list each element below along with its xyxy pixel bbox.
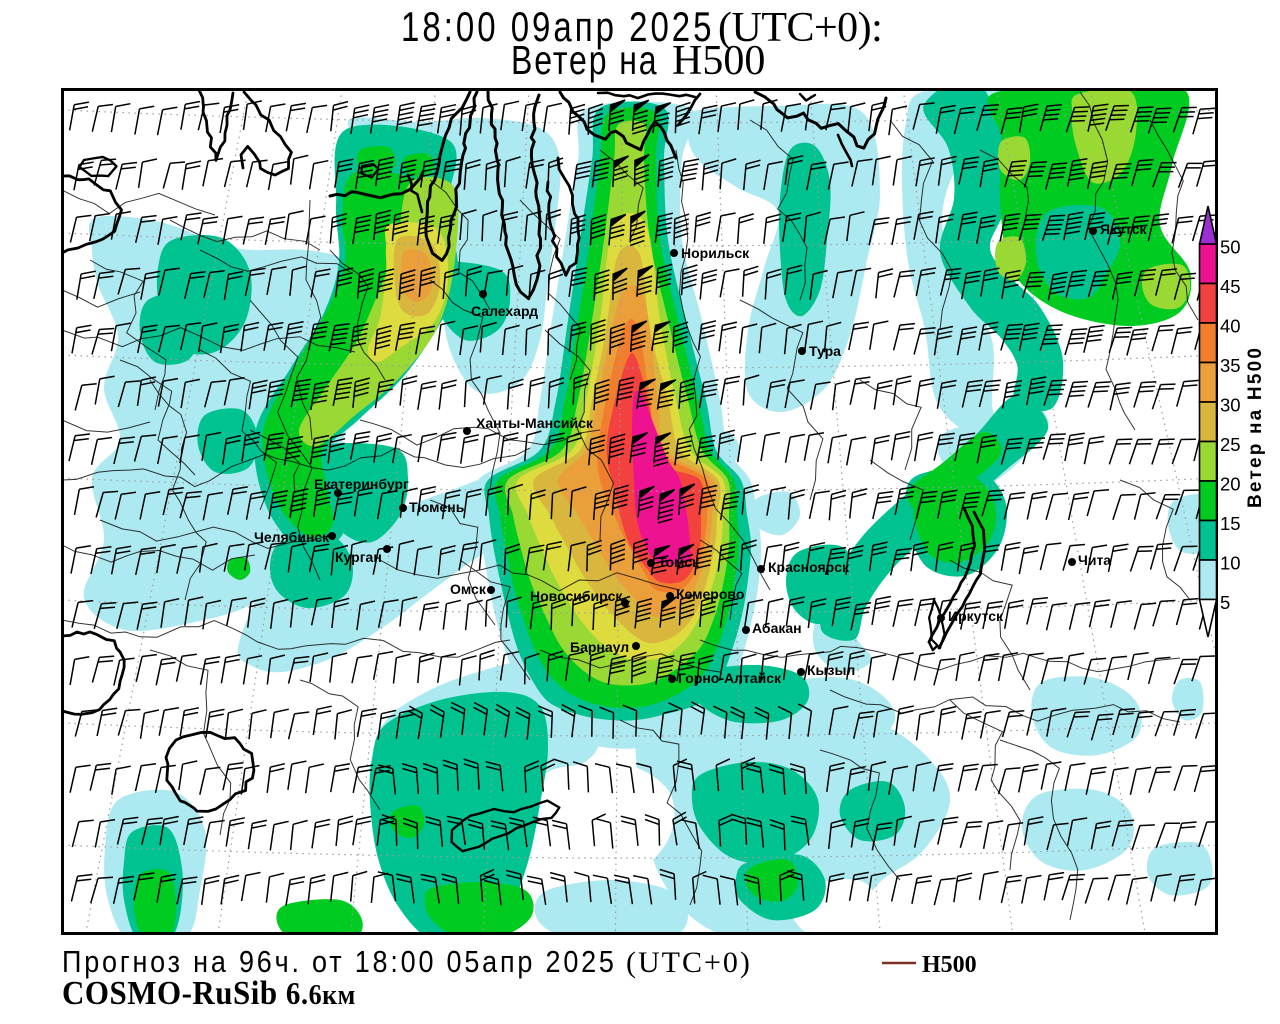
svg-text:Екатеринбург: Екатеринбург [314,476,409,492]
svg-text:(UTC+0): (UTC+0) [626,946,752,979]
svg-text:25: 25 [1220,434,1241,455]
svg-text:45: 45 [1220,276,1241,297]
svg-text:Тура: Тура [809,343,841,359]
svg-text:(UTC+0):: (UTC+0): [718,5,882,51]
svg-text:Якутск: Якутск [1100,221,1147,237]
svg-text:Омск: Омск [450,581,487,597]
svg-text:Новосибирск: Новосибирск [530,588,623,604]
svg-text:18:00 09апр 2025: 18:00 09апр 2025 [401,3,715,50]
svg-text:Горно-Алтайск: Горно-Алтайск [678,670,782,686]
svg-text:Ханты-Мансийск: Ханты-Мансийск [476,415,594,431]
svg-text:Томск: Томск [658,554,700,570]
svg-text:15: 15 [1220,513,1241,534]
svg-text:Красноярск: Красноярск [768,559,850,575]
svg-text:Норильск: Норильск [681,245,750,261]
svg-text:50: 50 [1220,237,1241,258]
svg-text:5: 5 [1220,592,1230,613]
svg-text:10: 10 [1220,553,1241,574]
svg-text:35: 35 [1220,355,1241,376]
svg-text:40: 40 [1220,316,1241,337]
svg-text:H500: H500 [672,38,765,84]
svg-text:COSMO-RuSib 6.6км: COSMO-RuSib 6.6км [62,975,356,1013]
svg-text:Челябинск: Челябинск [254,529,330,545]
svg-text:Прогноз на 96ч. от 18:00 05апр: Прогноз на 96ч. от 18:00 05апр 2025 [62,946,617,980]
svg-text:Салехард: Салехард [471,303,538,319]
svg-text:Курган: Курган [335,549,382,565]
svg-text:30: 30 [1220,395,1241,416]
svg-text:Чита: Чита [1078,552,1111,568]
svg-text:Барнаул: Барнаул [570,639,629,655]
svg-text:Кемерово: Кемерово [676,586,744,602]
svg-text:H500: H500 [922,952,977,978]
svg-text:Кызыл: Кызыл [807,662,855,678]
svg-text:Тюмень: Тюмень [409,499,465,515]
svg-text:20: 20 [1220,474,1241,495]
svg-text:Ветер на H500: Ветер на H500 [1245,346,1266,508]
svg-text:Иркутск: Иркутск [948,608,1004,624]
svg-text:Ветер на: Ветер на [511,37,658,83]
svg-text:Абакан: Абакан [752,620,802,636]
